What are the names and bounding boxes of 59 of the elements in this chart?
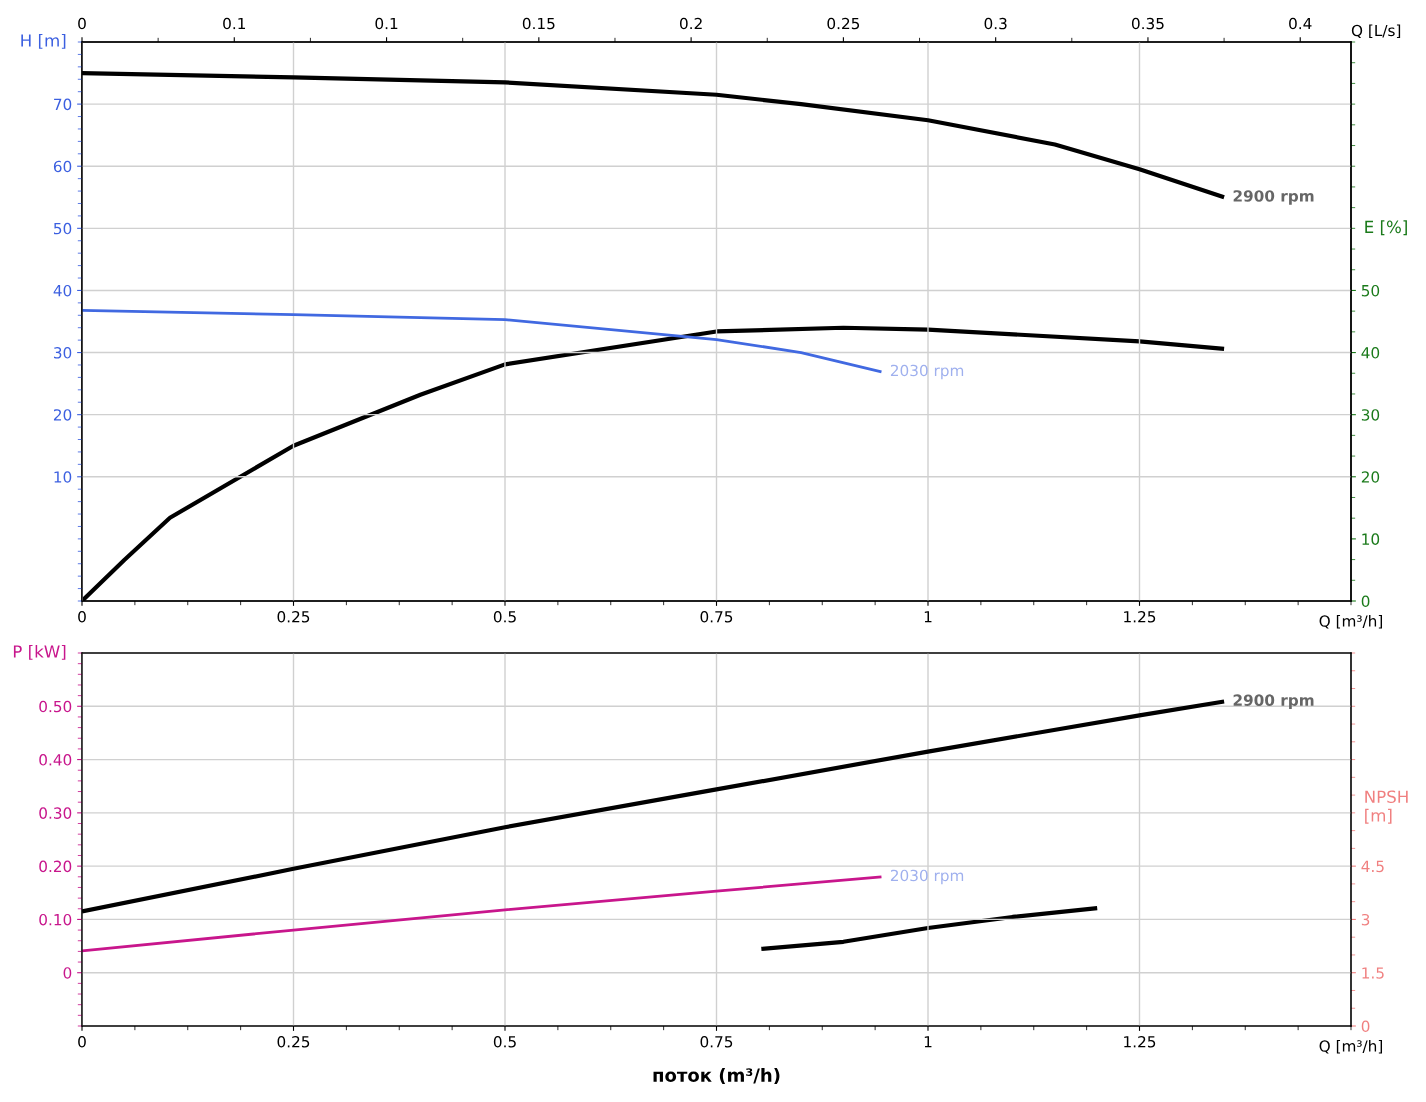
- y-tick-label: 50: [54, 222, 72, 235]
- y2-axis-title: NPSH [m]: [1365, 790, 1408, 824]
- x-tick-label: 1.25: [1124, 1035, 1156, 1048]
- series-label: 2900 rpm: [1233, 190, 1314, 205]
- x2-tick-label: 0.1: [375, 17, 398, 30]
- y2-tick-label: 4.5: [1361, 860, 1384, 873]
- y-axis-title: H [m]: [21, 33, 66, 49]
- y2-tick-label: 40: [1361, 347, 1380, 359]
- y-tick-label: 0.10: [39, 913, 72, 926]
- y2-tick-label: 0: [1361, 1020, 1370, 1033]
- x-tick-label: 0: [78, 1035, 86, 1048]
- y2-axis-title: E [%]: [1365, 220, 1407, 236]
- series-label: 2900 rpm: [1233, 694, 1314, 709]
- series-label: 2030 rpm: [890, 869, 964, 885]
- x-tick-label: 1: [924, 1036, 932, 1048]
- x-tick-label: 0.25: [277, 610, 310, 623]
- y-tick-label: 40: [53, 284, 72, 297]
- series-label: 2030 rpm: [890, 364, 964, 380]
- y-tick-label: 60: [53, 160, 72, 173]
- x2-axis-title: Q [L/s]: [1351, 24, 1401, 39]
- x-axis-title: Q [m³/h]: [1319, 615, 1383, 629]
- line-series: [82, 875, 883, 953]
- y-tick-label: 70: [54, 98, 72, 111]
- x2-tick-label: 0.25: [827, 17, 860, 30]
- line-series: [82, 308, 883, 374]
- y-axis-title: P [kW]: [13, 644, 66, 660]
- x-tick-label: 1: [924, 611, 932, 623]
- y2-tick-label: 0: [1361, 595, 1370, 608]
- y2-tick-label: 50: [1361, 284, 1380, 297]
- y-tick-label: 10: [54, 471, 72, 483]
- x-tick-label: 0.75: [700, 1035, 733, 1048]
- x-tick-label: 1.25: [1124, 610, 1156, 623]
- y2-tick-label: 3: [1361, 913, 1370, 926]
- y-tick-label: 0.20: [39, 860, 72, 873]
- x2-tick-label: 0.15: [522, 17, 555, 30]
- y2-tick-label: 30: [1361, 409, 1380, 421]
- y2-tick-label: 20: [1361, 471, 1380, 483]
- y-tick-label: 30: [54, 347, 72, 359]
- y2-tick-label: 1.5: [1362, 967, 1384, 979]
- y-tick-label: 0.50: [39, 700, 72, 713]
- x2-tick-label: 0.2: [679, 17, 702, 30]
- x-tick-label: 0.75: [700, 610, 733, 623]
- y-tick-label: 0.30: [39, 807, 72, 819]
- y-tick-label: 20: [53, 409, 72, 421]
- y-tick-label: 0.40: [39, 754, 72, 766]
- x-tick-label: 0: [78, 610, 86, 623]
- x-tick-label: 0.5: [493, 610, 516, 623]
- x2-tick-label: 0.3: [984, 17, 1007, 30]
- x2-tick-label: 0.4: [1289, 17, 1312, 30]
- y-tick-label: 0: [63, 967, 72, 979]
- x2-tick-label: 0.1: [223, 17, 246, 30]
- x2-tick-label: 0: [78, 17, 86, 30]
- text: поток (m³/h): [653, 1068, 780, 1085]
- y2-tick-label: 10: [1362, 533, 1380, 545]
- x-tick-label: 0.25: [277, 1035, 310, 1048]
- x-tick-label: 0.5: [493, 1035, 516, 1048]
- x2-tick-label: 0.35: [1131, 17, 1164, 30]
- x-axis-title: Q [m³/h]: [1319, 1040, 1383, 1054]
- line-series: [759, 905, 1100, 951]
